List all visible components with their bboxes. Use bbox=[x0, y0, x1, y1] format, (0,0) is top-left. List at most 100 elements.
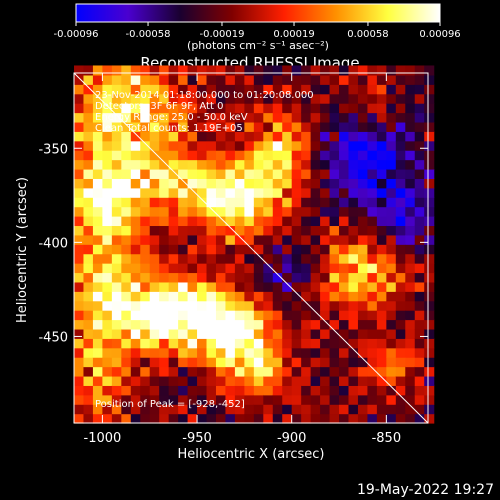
heatmap-cell bbox=[424, 234, 435, 245]
heatmap-cell bbox=[329, 281, 340, 292]
heatmap-cell bbox=[149, 131, 160, 142]
heatmap-cell bbox=[159, 65, 170, 76]
heatmap-cell bbox=[225, 413, 236, 424]
heatmap-cell bbox=[414, 347, 425, 358]
heatmap-cell bbox=[348, 404, 359, 415]
heatmap-cell bbox=[83, 394, 94, 405]
heatmap-cell bbox=[348, 338, 359, 349]
heatmap-cell bbox=[244, 187, 255, 198]
heatmap-cell bbox=[74, 112, 85, 123]
heatmap-cell bbox=[414, 65, 425, 76]
heatmap-cell bbox=[111, 281, 122, 292]
heatmap-cell bbox=[367, 413, 378, 424]
heatmap-cell bbox=[168, 413, 179, 424]
heatmap-cell bbox=[320, 197, 331, 208]
heatmap-cell bbox=[386, 366, 397, 377]
heatmap-cell bbox=[149, 291, 160, 302]
heatmap-cell bbox=[178, 291, 189, 302]
heatmap-cell bbox=[140, 140, 151, 151]
heatmap-cell bbox=[234, 103, 245, 114]
heatmap-cell bbox=[253, 244, 264, 255]
heatmap-cell bbox=[395, 197, 406, 208]
heatmap-cell bbox=[225, 385, 236, 396]
heatmap-cell bbox=[121, 121, 132, 132]
heatmap-cell bbox=[357, 291, 369, 302]
heatmap-cell bbox=[197, 84, 208, 95]
heatmap-cell bbox=[206, 291, 217, 302]
heatmap-cell bbox=[92, 291, 103, 302]
heatmap-cell bbox=[339, 84, 350, 95]
heatmap-cell bbox=[92, 197, 103, 208]
heatmap-cell bbox=[272, 413, 283, 424]
heatmap-cell bbox=[102, 328, 113, 339]
heatmap-cell bbox=[310, 291, 321, 302]
heatmap-cell bbox=[168, 197, 179, 208]
heatmap-cell bbox=[215, 84, 227, 95]
heatmap-cell bbox=[263, 394, 274, 405]
heatmap-cell bbox=[111, 375, 122, 386]
heatmap-cell bbox=[74, 187, 85, 198]
heatmap-cell bbox=[357, 394, 369, 405]
heatmap-cell bbox=[329, 112, 340, 123]
heatmap-cell bbox=[414, 150, 425, 161]
heatmap-cell bbox=[140, 112, 151, 123]
heatmap-cell bbox=[206, 103, 217, 114]
heatmap-cell bbox=[320, 366, 331, 377]
heatmap-cell bbox=[395, 206, 406, 217]
heatmap-cell bbox=[215, 74, 227, 85]
heatmap-cell bbox=[140, 347, 151, 358]
heatmap-cell bbox=[310, 112, 321, 123]
heatmap-cell bbox=[253, 131, 264, 142]
heatmap-cell bbox=[206, 319, 217, 330]
heatmap-cell bbox=[187, 413, 198, 424]
heatmap-cell bbox=[215, 394, 227, 405]
heatmap-cell bbox=[159, 244, 170, 255]
heatmap-cell bbox=[424, 385, 435, 396]
heatmap-cell bbox=[130, 404, 141, 415]
heatmap-cell bbox=[329, 178, 340, 189]
heatmap-cell bbox=[395, 263, 406, 274]
heatmap-cell bbox=[320, 413, 331, 424]
heatmap-cell bbox=[92, 263, 103, 274]
heatmap-cell bbox=[386, 281, 397, 292]
heatmap-cell bbox=[253, 263, 264, 274]
heatmap-cell bbox=[291, 93, 302, 104]
heatmap-cell bbox=[197, 112, 208, 123]
heatmap-cell bbox=[244, 272, 255, 283]
heatmap-cell bbox=[405, 272, 416, 283]
heatmap-cell bbox=[329, 347, 340, 358]
heatmap-cell bbox=[310, 131, 321, 142]
heatmap-cell bbox=[414, 291, 425, 302]
heatmap-cell bbox=[234, 112, 245, 123]
heatmap-cell bbox=[282, 244, 293, 255]
heatmap-cell bbox=[74, 263, 85, 274]
heatmap-cell bbox=[92, 187, 103, 198]
heatmap-cell bbox=[149, 216, 160, 227]
heatmap-cell bbox=[386, 225, 397, 236]
heatmap-cell bbox=[159, 291, 170, 302]
heatmap-cell bbox=[263, 319, 274, 330]
heatmap-cell bbox=[320, 328, 331, 339]
heatmap-cell bbox=[111, 103, 122, 114]
heatmap-cell bbox=[83, 234, 94, 245]
heatmap-cell bbox=[424, 159, 435, 170]
heatmap-cell bbox=[310, 65, 321, 76]
heatmap-cell bbox=[234, 347, 245, 358]
heatmap-cell bbox=[301, 253, 312, 264]
heatmap-cell bbox=[367, 121, 378, 132]
heatmap-cell bbox=[215, 168, 227, 179]
heatmap-cell bbox=[367, 197, 378, 208]
heatmap-cell bbox=[121, 187, 132, 198]
heatmap-cell bbox=[282, 140, 293, 151]
heatmap-cell bbox=[130, 74, 141, 85]
heatmap-cell bbox=[310, 338, 321, 349]
heatmap-cell bbox=[339, 394, 350, 405]
heatmap-cell bbox=[348, 178, 359, 189]
heatmap-cell bbox=[159, 272, 170, 283]
heatmap-cell bbox=[272, 272, 283, 283]
heatmap-cell bbox=[376, 187, 387, 198]
heatmap-cell bbox=[348, 413, 359, 424]
heatmap-cell bbox=[130, 216, 141, 227]
heatmap-cell bbox=[244, 216, 255, 227]
heatmap-cell bbox=[187, 74, 198, 85]
